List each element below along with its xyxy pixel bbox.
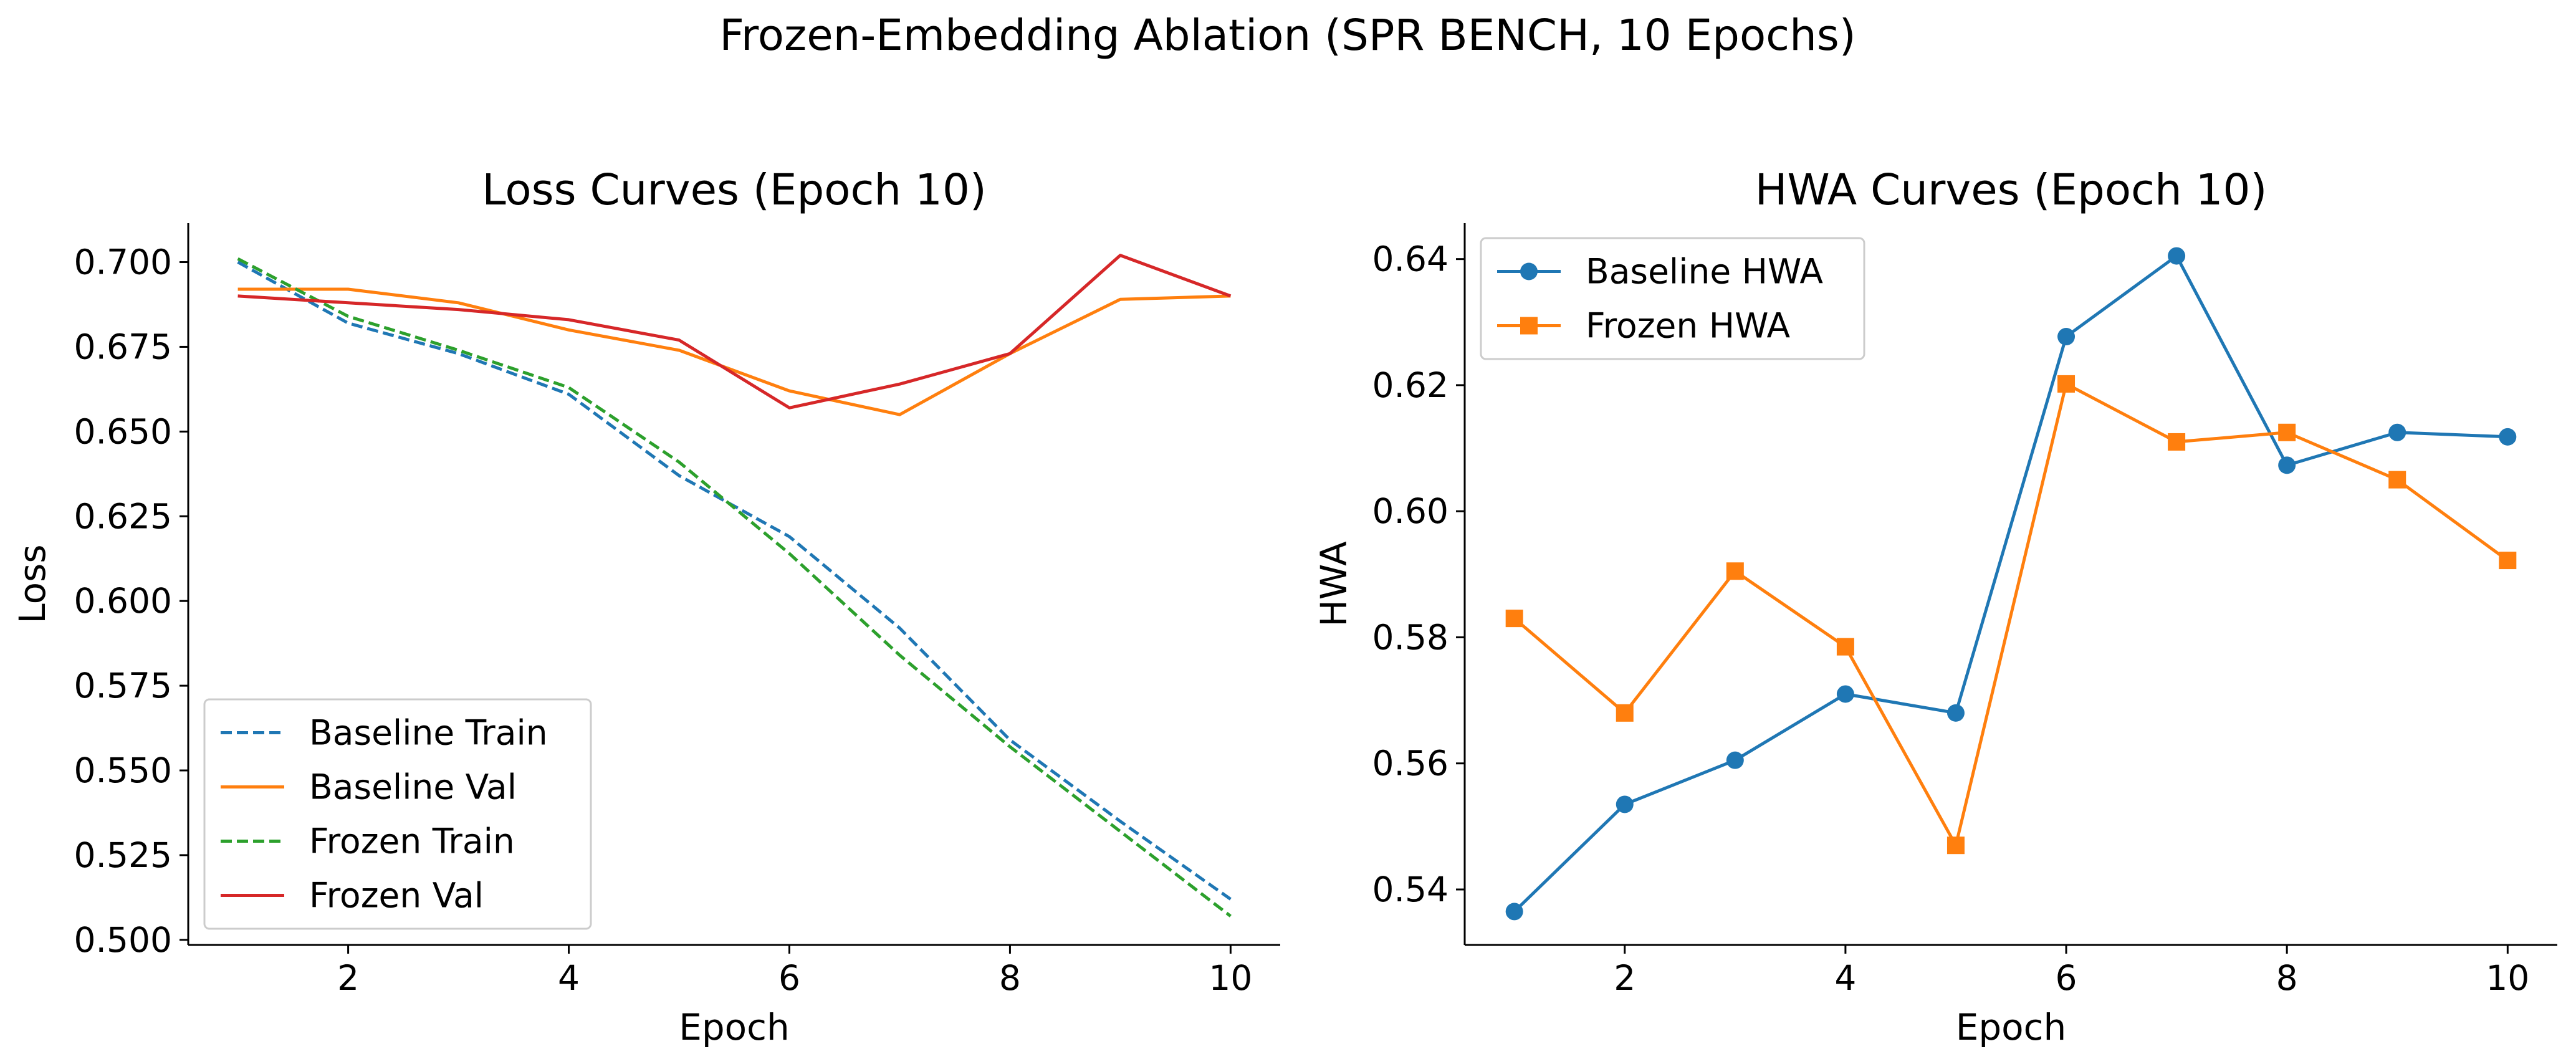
legend: Baseline HWA Frozen HWA — [1480, 237, 1865, 360]
legend-marker — [1520, 262, 1538, 280]
y-tick-label: 0.64 — [1372, 239, 1448, 279]
data-point — [2057, 375, 2076, 393]
x-tick-label: 2 — [337, 958, 359, 998]
y-tick-label: 0.62 — [1372, 365, 1448, 405]
figure-suptitle: Frozen-Embedding Ablation (SPR BENCH, 10… — [719, 11, 1855, 60]
data-point — [2388, 471, 2406, 489]
y-tick-label: 0.525 — [74, 835, 172, 875]
x-tick-label: 10 — [1209, 958, 1252, 998]
data-point — [2168, 247, 2186, 265]
y-tick-label: 0.550 — [74, 750, 172, 790]
y-tick-label: 0.650 — [74, 411, 172, 451]
x-tick-label: 2 — [1614, 958, 1635, 998]
series-line-frozen-train — [237, 257, 1232, 918]
y-tick-label: 0.575 — [74, 666, 172, 706]
series-line-baseline-hwa — [1513, 254, 2508, 913]
hwa-panel: HWA Curves (Epoch 10) 2 4 6 8 10 0.54 0.56 0.58 0… — [1313, 165, 2557, 1048]
y-tick-label: 0.600 — [74, 581, 172, 621]
legend-label: Frozen Val — [309, 876, 484, 916]
data-point — [1505, 610, 1523, 628]
series-line-baseline-val — [237, 287, 1231, 416]
data-point — [1836, 685, 1854, 703]
data-point — [1836, 638, 1854, 656]
panel-title: HWA Curves (Epoch 10) — [1755, 165, 2267, 215]
x-tick-label: 8 — [2276, 958, 2298, 998]
y-tick-label: 0.60 — [1372, 491, 1448, 531]
data-point — [2278, 423, 2296, 441]
legend-label: Baseline Train — [309, 713, 548, 753]
series-line-frozen-hwa — [1513, 382, 2509, 847]
y-tick-label: 0.500 — [74, 920, 172, 960]
data-point — [2499, 552, 2517, 570]
y-tick-label: 0.675 — [74, 327, 172, 367]
data-point — [1946, 836, 1965, 855]
y-axis-label: HWA — [1313, 541, 1355, 627]
x-tick-label: 4 — [558, 958, 580, 998]
y-tick-label: 0.56 — [1372, 744, 1448, 784]
y-axis-label: Loss — [11, 544, 54, 623]
data-point — [2057, 328, 2076, 346]
y-tick-label: 0.700 — [74, 242, 172, 282]
x-tick-label: 4 — [1834, 958, 1856, 998]
x-tick-label: 6 — [778, 958, 800, 998]
data-point — [1946, 704, 1965, 722]
data-point — [1726, 562, 1744, 580]
loss-panel: Loss Curves (Epoch 10) 2 4 6 8 10 0.500 0.525 0.… — [11, 165, 1280, 1048]
legend-label: Baseline HWA — [1586, 252, 1823, 292]
data-point — [2388, 423, 2406, 441]
panel-title: Loss Curves (Epoch 10) — [482, 165, 987, 215]
data-point — [1505, 903, 1523, 921]
data-point — [2499, 428, 2517, 446]
x-tick-label: 6 — [2056, 958, 2077, 998]
x-tick-label: 8 — [999, 958, 1021, 998]
legend: Baseline Train Baseline Val Frozen Train Fr… — [203, 698, 592, 930]
data-point — [1726, 751, 1744, 769]
legend-label: Baseline Val — [309, 767, 517, 807]
x-tick-label: 10 — [2486, 958, 2529, 998]
x-axis-label: Epoch — [679, 1006, 790, 1048]
data-point — [2278, 456, 2296, 474]
data-point — [1616, 704, 1634, 722]
y-tick-label: 0.625 — [74, 496, 172, 536]
data-point — [2168, 433, 2186, 451]
legend-label: Frozen HWA — [1586, 306, 1790, 346]
legend-marker — [1520, 317, 1538, 335]
data-point — [1616, 795, 1634, 813]
legend-frame — [1480, 237, 1865, 360]
x-axis-label: Epoch — [1956, 1006, 2067, 1048]
series-line-frozen-val — [237, 254, 1232, 410]
y-tick-label: 0.54 — [1372, 870, 1448, 909]
legend-frame — [203, 698, 592, 930]
y-tick-label: 0.58 — [1372, 617, 1448, 657]
legend-label: Frozen Train — [309, 822, 515, 861]
